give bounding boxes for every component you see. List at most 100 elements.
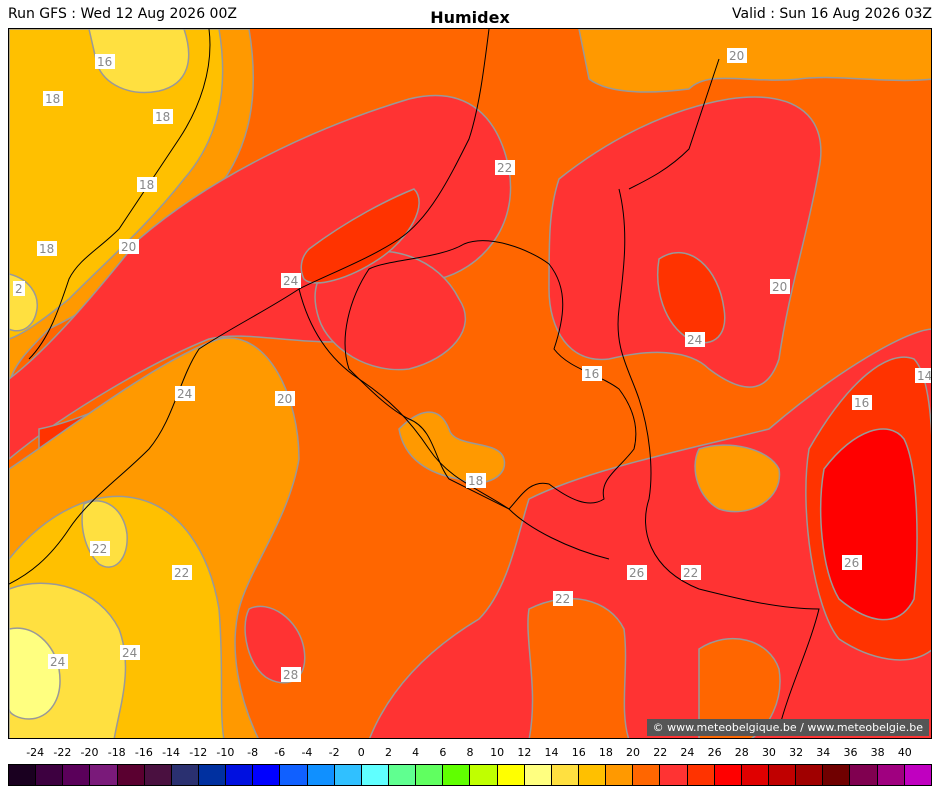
- colorbar-cell: [171, 765, 199, 785]
- contour-label: 18: [43, 91, 63, 106]
- contour-label-text: 20: [772, 280, 787, 294]
- colorbar-tick-label: 14: [544, 746, 559, 759]
- colorbar-tick-label: 18: [598, 746, 613, 759]
- contour-label: 22: [495, 160, 515, 175]
- contour-label-text: 20: [277, 392, 292, 406]
- colorbar-cell: [307, 765, 335, 785]
- colorbar-cell: [877, 765, 905, 785]
- colorbar-cell: [768, 765, 797, 785]
- colorbar-cell: [606, 765, 634, 785]
- contour-label-text: 18: [155, 110, 170, 124]
- region-24-southeast: [369, 328, 931, 738]
- contour-label: 16: [95, 54, 115, 69]
- region-20-east: [694, 444, 781, 513]
- colorbar-tick-label: -16: [134, 746, 153, 759]
- contour-label: 20: [119, 239, 139, 254]
- contour-label-bg: [120, 645, 140, 660]
- colorbar-tick-label: 26: [707, 746, 722, 759]
- contour-label: 22: [172, 565, 192, 580]
- contour-label-text: 26: [629, 566, 644, 580]
- region-26-mid: [657, 252, 726, 344]
- colorbar-tick-label: 10: [490, 746, 505, 759]
- colorbar-tick-label: 28: [734, 746, 749, 759]
- contour-label-text: 20: [121, 240, 136, 254]
- colorbar-cell: [633, 765, 661, 785]
- contour-label: 14: [915, 368, 932, 383]
- contour-label: 24: [685, 332, 705, 347]
- region-26-north: [300, 188, 420, 284]
- region-22-south-notch: [527, 597, 630, 738]
- colorbar-tick-label: 16: [571, 746, 586, 759]
- contour-label-text: 14: [917, 369, 932, 383]
- region-20-topright: [578, 29, 931, 93]
- colorbar-cell: [904, 765, 931, 785]
- contour-label-text: 24: [50, 655, 65, 669]
- colorbar-tick-label: 0: [357, 746, 365, 759]
- colorbar-tick-label: 20: [626, 746, 641, 759]
- colorbar-cell: [144, 765, 172, 785]
- contour-label-text: 18: [139, 178, 154, 192]
- colorbar-tick-label: -10: [216, 746, 235, 759]
- contour-label-bg: [727, 48, 747, 63]
- colorbar-cell: [36, 765, 64, 785]
- colorbar-cell: [660, 765, 688, 785]
- contour-label-bg: [681, 565, 701, 580]
- colorbar-tick-label: 32: [789, 746, 804, 759]
- contour-label: 20: [770, 279, 790, 294]
- map-title: Humidex: [430, 8, 510, 27]
- colorbar-tick-label: 4: [412, 746, 420, 759]
- contour-label: 24: [120, 645, 140, 660]
- colorbar-tick-label: 30: [761, 746, 776, 759]
- contour-label: 18: [466, 473, 486, 488]
- colorbar-cell: [361, 765, 389, 785]
- region-20-center: [398, 411, 506, 484]
- colorbar-tick-label: 24: [680, 746, 695, 759]
- contour-label-text: 24: [122, 646, 137, 660]
- colorbar-tick-label: 40: [897, 746, 912, 759]
- colorbar-tick-label: -24: [26, 746, 45, 759]
- colorbar-tick-label: 6: [439, 746, 447, 759]
- colorbar-cell: [63, 765, 91, 785]
- colorbar: [8, 764, 932, 786]
- contour-label: 18: [37, 241, 57, 256]
- colorbar-tick-label: -12: [189, 746, 208, 759]
- contour-label: 20: [727, 48, 747, 63]
- valid-time: Valid : Sun 16 Aug 2026 03Z: [732, 6, 932, 22]
- contour-label-text: 22: [92, 542, 107, 556]
- contour-label-bg: [172, 565, 192, 580]
- colorbar-tick-label: -8: [247, 746, 259, 759]
- contour-label: 18: [137, 177, 157, 192]
- region-28-east: [820, 428, 918, 621]
- contour-label-bg: [281, 667, 301, 682]
- border-france: [298, 288, 610, 560]
- contour-label-bg: [95, 54, 115, 69]
- colorbar-cell: [90, 765, 118, 785]
- contour-label-bg: [275, 391, 295, 406]
- contour-label-bg: [842, 555, 862, 570]
- colorbar-cell: [796, 765, 824, 785]
- contour-label: 28: [281, 667, 301, 682]
- contour-label-text: 16: [854, 396, 869, 410]
- colorbar-cell: [578, 765, 607, 785]
- contour-label: 22: [553, 591, 573, 606]
- contour-label-bg: [13, 281, 25, 296]
- contour-label: 2: [13, 281, 25, 296]
- colorbar-cell: [388, 765, 417, 785]
- colorbar-tick-label: -6: [274, 746, 286, 759]
- colorbar-cell: [253, 765, 281, 785]
- colorbar-tick-label: -4: [301, 746, 313, 759]
- region-16-topleft: [88, 29, 190, 94]
- contour-label-bg: [915, 368, 931, 383]
- contour-label: 22: [681, 565, 701, 580]
- coastline: [28, 29, 211, 360]
- colorbar-tick-label: 12: [517, 746, 532, 759]
- colorbar-tick-label: 36: [843, 746, 858, 759]
- contour-label: 24: [281, 273, 301, 288]
- colorbar-tick-label: 38: [870, 746, 885, 759]
- colorbar-cell: [226, 765, 254, 785]
- border-belgium: [344, 240, 637, 510]
- contour-label-bg: [175, 386, 195, 401]
- border-lines: [9, 29, 820, 730]
- colorbar-cell: [524, 765, 552, 785]
- contour-label-text: 24: [687, 333, 702, 347]
